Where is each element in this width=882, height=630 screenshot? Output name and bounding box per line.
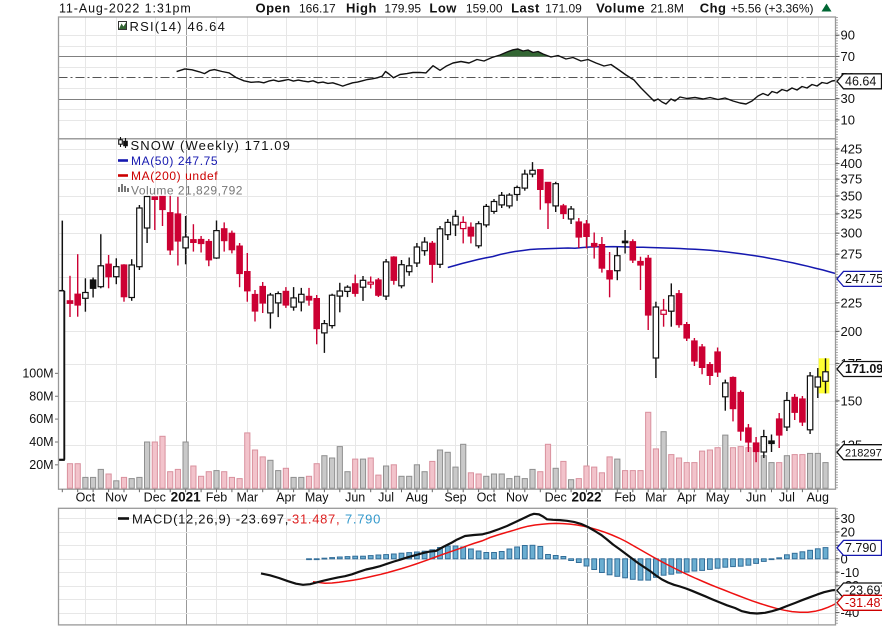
svg-text:-10: -10 — [841, 565, 860, 580]
svg-text:Jul: Jul — [378, 491, 394, 505]
svg-text:Chg: Chg — [700, 1, 727, 16]
svg-text:247.75: 247.75 — [845, 272, 882, 286]
svg-text:425: 425 — [841, 141, 863, 156]
svg-text:Feb: Feb — [206, 491, 228, 505]
svg-text:70: 70 — [841, 49, 855, 64]
svg-text:Oct: Oct — [76, 491, 96, 505]
svg-text:Apr: Apr — [276, 491, 295, 505]
svg-text:-31.487,: -31.487, — [287, 512, 340, 527]
svg-text:0: 0 — [841, 551, 848, 566]
svg-text:Feb: Feb — [614, 491, 636, 505]
svg-text:100M: 100M — [22, 366, 53, 380]
svg-text:Jun: Jun — [746, 491, 766, 505]
svg-text:Open: Open — [256, 1, 291, 16]
svg-text:159.00: 159.00 — [466, 2, 503, 16]
svg-text:-23.697: -23.697 — [845, 584, 882, 598]
svg-text:30: 30 — [841, 91, 855, 106]
svg-text:275: 275 — [841, 247, 863, 262]
svg-text:Last: Last — [511, 1, 540, 16]
svg-text:225: 225 — [841, 295, 863, 310]
svg-text:Aug: Aug — [406, 491, 428, 505]
svg-text:-31.487: -31.487 — [845, 596, 882, 610]
svg-text:30: 30 — [841, 511, 855, 526]
svg-text:Nov: Nov — [105, 491, 128, 505]
svg-text:7.790: 7.790 — [345, 512, 381, 527]
svg-text:Volume 21,829,792: Volume 21,829,792 — [131, 184, 243, 198]
svg-text:375: 375 — [841, 172, 863, 187]
svg-text:60M: 60M — [29, 412, 53, 426]
svg-text:RSI(14) 46.64: RSI(14) 46.64 — [130, 19, 227, 34]
svg-text:Jul: Jul — [779, 491, 795, 505]
svg-text:Aug: Aug — [807, 491, 829, 505]
svg-text:Volume: Volume — [596, 1, 645, 16]
svg-text:7.790: 7.790 — [845, 541, 876, 555]
svg-text:200: 200 — [841, 324, 863, 339]
svg-text:80M: 80M — [29, 389, 53, 403]
svg-text:Mar: Mar — [237, 491, 259, 505]
svg-text:+5.56 (+3.36%): +5.56 (+3.36%) — [731, 2, 814, 16]
svg-text:2021: 2021 — [171, 490, 202, 505]
svg-text:Oct: Oct — [477, 491, 497, 505]
svg-text:350: 350 — [841, 188, 863, 203]
svg-text:325: 325 — [841, 206, 863, 221]
svg-text:46.64: 46.64 — [845, 75, 876, 89]
svg-text:179.95: 179.95 — [384, 2, 421, 16]
svg-text:171.09: 171.09 — [545, 2, 582, 16]
svg-text:11-Aug-2022 1:31pm: 11-Aug-2022 1:31pm — [59, 2, 192, 16]
svg-text:166.17: 166.17 — [299, 2, 336, 16]
svg-text:40M: 40M — [29, 435, 53, 449]
svg-text:150: 150 — [841, 393, 863, 408]
svg-text:300: 300 — [841, 226, 863, 241]
svg-text:MA(50) 247.75: MA(50) 247.75 — [131, 154, 218, 168]
svg-text:SNOW (Weekly) 171.09: SNOW (Weekly) 171.09 — [131, 138, 291, 153]
svg-text:Mar: Mar — [645, 491, 667, 505]
svg-text:90: 90 — [841, 28, 855, 43]
svg-text:MACD(12,26,9) -23.697,: MACD(12,26,9) -23.697, — [132, 512, 289, 527]
svg-text:Jun: Jun — [345, 491, 365, 505]
svg-text:High: High — [346, 1, 377, 16]
svg-text:May: May — [706, 491, 730, 505]
svg-text:218297: 218297 — [845, 447, 882, 459]
svg-text:2022: 2022 — [571, 490, 601, 505]
svg-text:May: May — [305, 491, 329, 505]
svg-text:10: 10 — [841, 112, 855, 127]
svg-text:400: 400 — [841, 156, 863, 171]
svg-text:171.09: 171.09 — [845, 362, 882, 376]
svg-text:Nov: Nov — [506, 491, 529, 505]
svg-text:Low: Low — [429, 1, 457, 16]
svg-text:MA(200) undef: MA(200) undef — [131, 169, 218, 183]
svg-text:Dec: Dec — [144, 491, 166, 505]
svg-text:21.8M: 21.8M — [651, 2, 684, 16]
svg-text:Dec: Dec — [545, 491, 567, 505]
svg-text:20M: 20M — [29, 458, 53, 472]
svg-text:20: 20 — [841, 524, 855, 539]
svg-text:Sep: Sep — [444, 491, 466, 505]
svg-text:Apr: Apr — [677, 491, 696, 505]
